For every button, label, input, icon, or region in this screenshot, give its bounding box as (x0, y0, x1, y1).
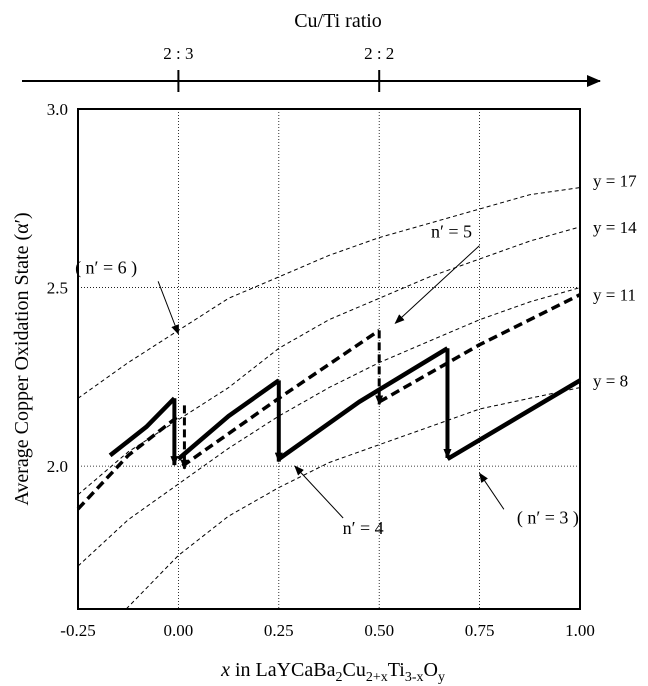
annotation-arrow (294, 465, 344, 519)
series-line-thin-dashed (125, 387, 581, 610)
series-line-thick-solid (277, 346, 449, 461)
x-tick-label: 0.00 (164, 621, 194, 640)
grid (78, 109, 580, 609)
annotation-n6: ( n′ = 6 ) (75, 257, 137, 278)
series-line-thick-dashed (76, 414, 180, 511)
x-tick-labels: -0.25 0.00 0.25 0.50 0.75 1.00 (60, 621, 595, 640)
x-axis-title: x in LaYCaBa2Cu2+xTi3-xOy (220, 659, 445, 685)
series-line-thin-dashed (77, 287, 581, 567)
annotation-arrow (394, 245, 480, 324)
annotation-n4: n′ = 4 (343, 518, 384, 538)
top-axis-title: Cu/Ti ratio (294, 10, 382, 32)
series-layer (76, 187, 582, 610)
y-tick-label: 2.5 (47, 279, 68, 298)
y-tick-label: 2.0 (47, 457, 68, 476)
top-axis-ticks: 2 : 3 2 : 2 (163, 44, 394, 92)
series-labels: y = 17 y = 14 y = 11 y = 8 (593, 171, 637, 390)
annotations: n′ = 5 ( n′ = 6 ) n′ = 4 ( n′ = 3 ) (75, 222, 579, 538)
x-tick-label: 0.75 (465, 621, 495, 640)
drop-arrows (170, 330, 452, 470)
top-axis-tick-label: 2 : 3 (163, 44, 193, 63)
series-label: y = 14 (593, 218, 637, 237)
series-line-thick-solid (176, 378, 281, 461)
y-axis-title: Average Copper Oxidation State (α′) (11, 212, 33, 505)
series-label: y = 17 (593, 171, 637, 190)
plot-frame (77, 108, 581, 610)
y-tick-label: 3.0 (47, 100, 68, 119)
series-line-thick-solid (108, 396, 177, 458)
annotation-n5: n′ = 5 (431, 222, 472, 242)
x-tick-label: 0.50 (364, 621, 394, 640)
annotation-arrow (479, 472, 505, 510)
series-label: y = 11 (593, 286, 636, 305)
top-axis-tick-label: 2 : 2 (364, 44, 394, 63)
x-tick-label: 0.25 (264, 621, 294, 640)
y-tick-labels: 2.0 2.5 3.0 (47, 100, 68, 476)
annotation-n3: ( n′ = 3 ) (517, 507, 579, 528)
x-tick-label: 1.00 (565, 621, 595, 640)
x-tick-label: -0.25 (60, 621, 95, 640)
series-line-thin-dashed (77, 226, 581, 496)
series-line-thick-dashed (378, 293, 581, 404)
series-label: y = 8 (593, 371, 628, 390)
annotation-arrow (157, 281, 179, 335)
series-line-thick-solid (446, 378, 582, 461)
series-line-thin-dashed (77, 187, 581, 399)
